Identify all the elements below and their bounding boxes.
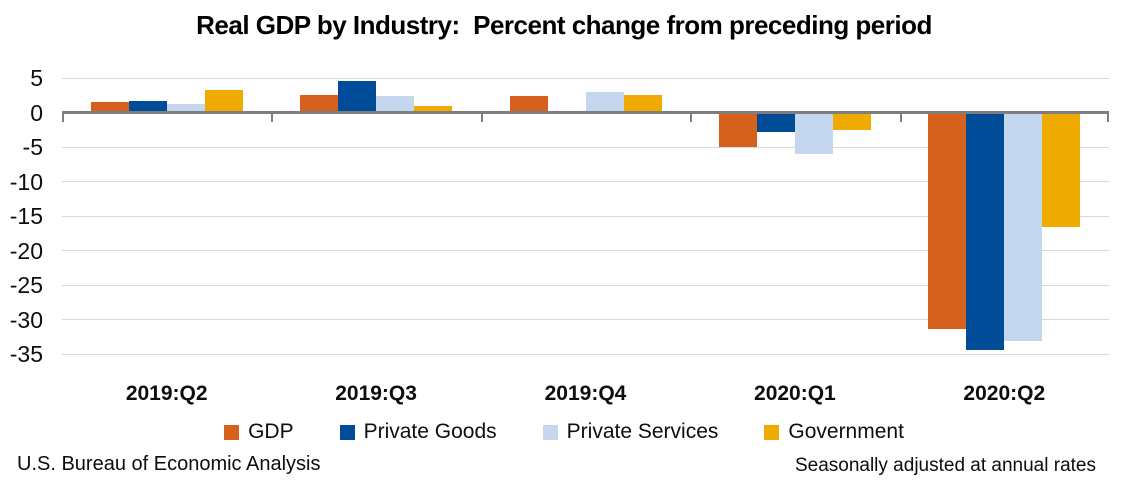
adjustment-note: Seasonally adjusted at annual rates xyxy=(794,455,1096,476)
legend-swatch-icon xyxy=(764,424,780,440)
bar-government xyxy=(832,112,871,130)
bar-gdp xyxy=(509,95,548,113)
y-axis-tick-label: -25 xyxy=(9,272,43,298)
bar-private-services xyxy=(585,92,624,113)
bar-private-goods xyxy=(966,112,1005,350)
y-gridline xyxy=(62,181,1109,182)
x-axis-category-label: 2020:Q2 xyxy=(963,382,1046,405)
x-axis-tick xyxy=(271,114,274,122)
y-gridline xyxy=(62,284,1109,286)
y-axis-tick-label: -15 xyxy=(9,203,43,229)
legend-swatch-icon xyxy=(224,424,240,440)
legend-label: GDP xyxy=(248,420,294,443)
legend-item-government: Government xyxy=(764,419,904,445)
chart-title: Real GDP by Industry: Percent change fro… xyxy=(196,10,932,40)
y-axis-tick-label: 0 xyxy=(30,99,43,126)
legend-item-private-services: Private Services xyxy=(542,419,719,445)
legend-label: Private Services xyxy=(566,420,719,443)
x-axis-category-label: 2019:Q2 xyxy=(125,382,208,405)
bar-government xyxy=(1042,112,1081,228)
bar-government xyxy=(414,105,453,113)
x-axis-tick xyxy=(1107,114,1109,122)
y-axis-tick-label: -20 xyxy=(9,237,43,264)
legend-item-private-goods: Private Goods xyxy=(339,419,497,445)
bar-private-services xyxy=(376,95,415,113)
y-axis-tick-label: 5 xyxy=(30,65,43,91)
x-axis-category-label: 2019:Q4 xyxy=(544,382,627,405)
y-gridline xyxy=(62,77,1109,79)
x-axis-category-label: 2019:Q3 xyxy=(335,382,417,405)
legend-swatch-icon xyxy=(339,424,355,440)
bar-private-services xyxy=(166,104,205,113)
bar-government xyxy=(623,94,662,113)
bar-gdp xyxy=(928,112,967,330)
legend-label: Government xyxy=(788,420,904,443)
x-axis-tick xyxy=(690,114,693,122)
x-axis-category-label: 2020:Q1 xyxy=(754,382,836,405)
y-axis-tick-label: -5 xyxy=(22,134,43,160)
bar-gdp xyxy=(300,94,339,113)
y-gridline xyxy=(62,146,1109,148)
y-axis-tick-label: -30 xyxy=(9,306,43,333)
bar-gdp xyxy=(718,112,757,147)
bar-government xyxy=(204,90,243,113)
legend-item-gdp: GDP xyxy=(224,419,294,445)
y-gridline xyxy=(62,250,1109,251)
chart-legend: GDP Private Goods Private Services Governme… xyxy=(0,419,1128,445)
x-axis-tick xyxy=(899,114,902,122)
y-gridline xyxy=(62,215,1109,217)
bar-private-services xyxy=(1004,112,1043,341)
bar-private-goods xyxy=(338,81,377,113)
y-gridline xyxy=(62,353,1109,355)
bar-private-goods xyxy=(128,100,167,113)
x-axis-tick xyxy=(62,114,64,122)
y-gridline xyxy=(62,319,1109,320)
source-note: U.S. Bureau of Economic Analysis xyxy=(17,453,321,475)
x-axis-line xyxy=(62,111,1109,114)
bar-private-services xyxy=(794,112,833,154)
bar-private-goods xyxy=(756,112,795,132)
legend-swatch-icon xyxy=(542,424,558,440)
y-axis-tick-label: -35 xyxy=(9,341,43,367)
x-axis-tick xyxy=(480,114,483,122)
bar-gdp xyxy=(90,102,129,113)
y-axis-tick-label: -10 xyxy=(9,168,43,195)
legend-label: Private Goods xyxy=(363,420,497,443)
